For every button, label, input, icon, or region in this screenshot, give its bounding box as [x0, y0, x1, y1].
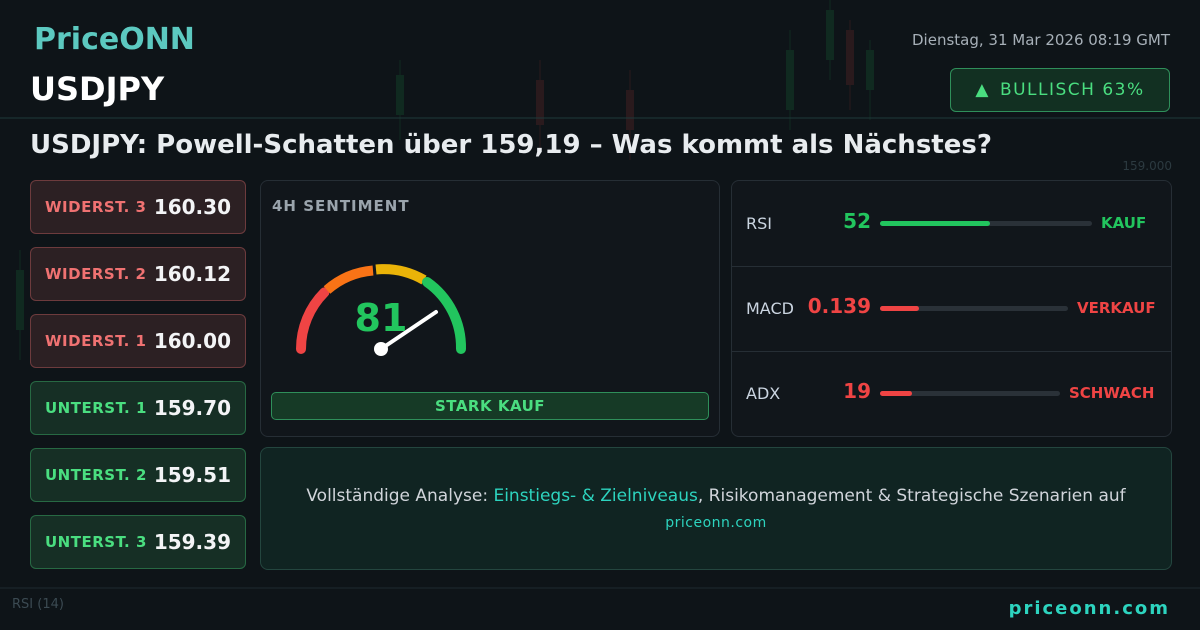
level-label: UNTERST. 3	[45, 533, 147, 551]
indicator-value: 52	[843, 209, 871, 233]
indicator-row: RSI 52 KAUF	[732, 181, 1171, 267]
date: Dienstag, 31 Mar 2026 08:19 GMT	[912, 31, 1170, 49]
level-box: WIDERST. 1 160.00	[30, 314, 246, 368]
sentiment-panel: 4H SENTIMENT 81 STARK KAUF	[260, 180, 720, 437]
indicator-row: ADX 19 SCHWACH	[732, 351, 1171, 436]
sentiment-title: 4H SENTIMENT	[272, 197, 410, 215]
indicators-panel: RSI 52 KAUF MACD 0.139 VERKAUF ADX 19 SCHWACH	[731, 180, 1172, 437]
indicator-track	[880, 391, 1060, 396]
level-value: 159.70	[153, 396, 231, 420]
indicator-signal: KAUF	[1101, 214, 1147, 232]
indicator-name: RSI	[746, 214, 772, 233]
level-label: WIDERST. 1	[45, 332, 147, 350]
headline: USDJPY: Powell-Schatten über 159,19 – Wa…	[30, 130, 992, 160]
indicator-signal: VERKAUF	[1077, 299, 1156, 317]
level-label: WIDERST. 3	[45, 198, 147, 216]
indicator-row: MACD 0.139 VERKAUF	[732, 266, 1171, 352]
level-label: WIDERST. 2	[45, 265, 147, 283]
indicator-track	[880, 221, 1092, 226]
indicator-fill	[880, 391, 913, 396]
level-box: WIDERST. 2 160.12	[30, 247, 246, 301]
footer-site: priceonn.com	[1008, 598, 1170, 619]
cta-site: priceonn.com	[665, 515, 767, 531]
level-box: WIDERST. 3 160.30	[30, 180, 246, 234]
signal-button: STARK KAUF	[271, 392, 709, 420]
cta-lead: Vollständige Analyse:	[306, 486, 489, 506]
gauge-score: 81	[355, 296, 408, 340]
symbol: USDJPY	[30, 70, 165, 108]
level-box: UNTERST. 3 159.39	[30, 515, 246, 569]
level-value: 159.51	[153, 463, 231, 487]
gauge: 81	[295, 264, 467, 356]
logo: PriceONN	[34, 22, 195, 57]
indicator-name: ADX	[746, 384, 781, 403]
badge-text: BULLISCH 63%	[999, 80, 1145, 100]
level-value: 159.39	[153, 530, 231, 554]
bg-price-label: 159.000	[1122, 159, 1172, 173]
up-arrow: ▲	[975, 80, 990, 100]
bg-indicator: RSI (14)	[12, 597, 64, 612]
level-value: 160.00	[153, 329, 231, 353]
indicator-value: 0.139	[807, 294, 871, 318]
level-box: UNTERST. 1 159.70	[30, 381, 246, 435]
cta-panel: Vollständige Analyse: Einstiegs- & Zieln…	[260, 447, 1172, 570]
level-label: UNTERST. 1	[45, 399, 147, 417]
cta-highlight: Einstiegs- & Zielniveaus	[493, 486, 698, 506]
level-value: 160.30	[153, 195, 231, 219]
indicator-signal: SCHWACH	[1069, 384, 1155, 402]
indicator-track	[880, 306, 1068, 311]
indicator-fill	[880, 306, 920, 311]
indicator-name: MACD	[746, 299, 794, 318]
indicator-value: 19	[843, 379, 871, 403]
level-value: 160.12	[153, 262, 231, 286]
cta-text: Vollständige Analyse: Einstiegs- & Zieln…	[261, 486, 1171, 506]
indicator-fill	[880, 221, 991, 226]
sentiment-badge: ▲ BULLISCH 63%	[950, 68, 1170, 112]
cta-rest: , Risikomanagement & Strategische Szenar…	[697, 486, 1126, 506]
level-box: UNTERST. 2 159.51	[30, 448, 246, 502]
level-label: UNTERST. 2	[45, 466, 147, 484]
